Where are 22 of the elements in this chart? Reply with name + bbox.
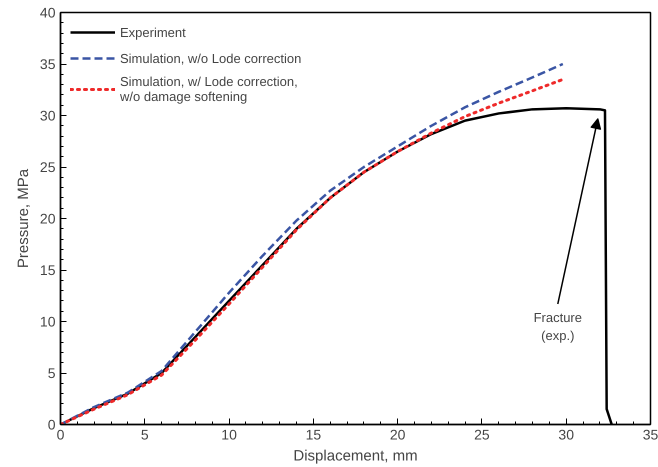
y-tick-label: 20 (40, 210, 56, 226)
legend-label: Simulation, w/ Lode correction, w/o damage softening (120, 74, 298, 104)
x-tick-label: 5 (140, 426, 149, 442)
y-tick-label: 10 (40, 314, 56, 330)
x-axis-title: Displacement, mm (293, 448, 418, 464)
x-tick-label: 30 (558, 426, 574, 442)
y-tick-label: 40 (40, 4, 56, 20)
x-tick-label: 35 (642, 426, 658, 442)
y-tick-label: 15 (40, 262, 56, 278)
x-tick-label: 10 (221, 426, 238, 442)
y-tick-label: 35 (40, 56, 56, 72)
y-axis-title: Pressure, MPa (14, 168, 32, 268)
legend-label: Experiment (120, 24, 186, 40)
x-tick-label: 15 (306, 426, 322, 442)
annotation: Fracture (exp.) (534, 310, 582, 344)
y-tick-label: 0 (48, 416, 56, 432)
x-tick-label: 20 (390, 426, 406, 442)
y-tick-label: 30 (40, 108, 56, 124)
y-tick-label: 25 (40, 159, 56, 175)
y-tick-label: 5 (48, 365, 56, 381)
x-tick-label: 25 (474, 426, 490, 442)
legend-label: Simulation, w/o Lode correction (120, 50, 302, 66)
